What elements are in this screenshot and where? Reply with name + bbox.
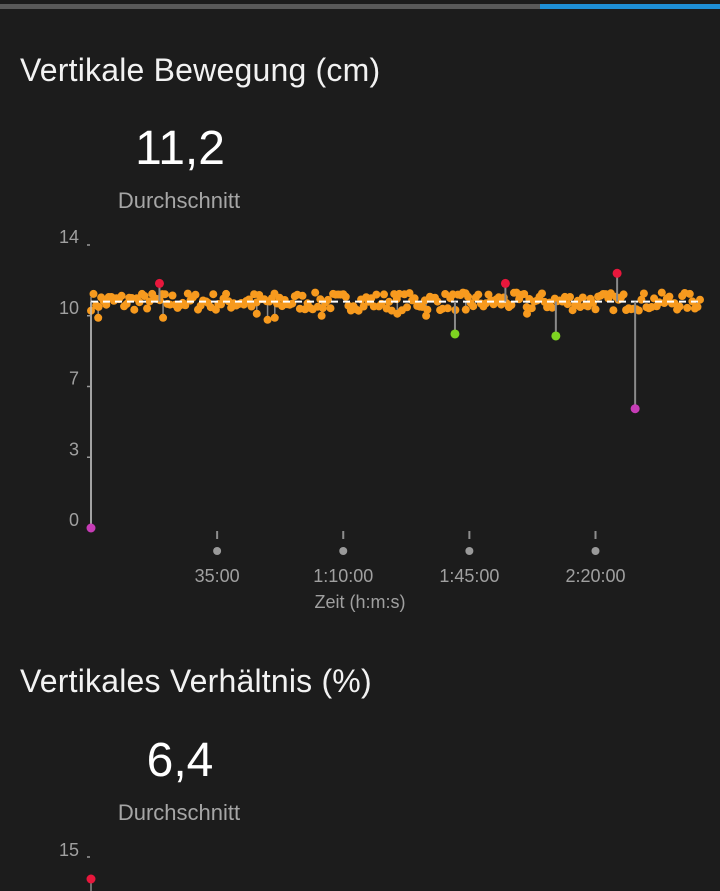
x-tick-label: 1:10:00 xyxy=(313,566,373,586)
data-point xyxy=(657,288,666,297)
data-point xyxy=(191,290,200,299)
data-point xyxy=(317,311,326,320)
data-point xyxy=(263,315,272,324)
data-point xyxy=(693,302,702,311)
data-point xyxy=(634,306,643,315)
data-point xyxy=(102,300,111,309)
data-point xyxy=(385,297,394,306)
data-point xyxy=(298,291,307,300)
data-point xyxy=(685,289,694,298)
section-title-vertical-oscillation: Vertikale Bewegung (cm) xyxy=(20,52,381,88)
x-tick-dot xyxy=(213,547,222,555)
extreme-marker-high xyxy=(86,874,96,884)
data-point xyxy=(168,291,177,300)
data-point xyxy=(326,304,335,313)
progress-active-indicator xyxy=(540,4,720,9)
data-point xyxy=(578,293,587,302)
data-point xyxy=(405,289,414,298)
data-point xyxy=(520,290,529,298)
vertical-oscillation-average-label: Durchschnitt xyxy=(117,188,241,213)
y-tick-label: 10 xyxy=(59,298,79,318)
data-point xyxy=(209,290,218,299)
data-point xyxy=(566,293,574,301)
x-tick-label: 2:20:00 xyxy=(565,566,625,586)
data-point xyxy=(94,302,103,311)
extreme-marker-high xyxy=(612,268,622,278)
data-point xyxy=(443,304,452,313)
y-tick-label: 7 xyxy=(69,369,79,389)
data-point xyxy=(523,309,532,318)
data-point xyxy=(403,303,411,312)
extreme-marker-low-green xyxy=(551,331,561,341)
progress-track xyxy=(0,4,540,9)
data-point xyxy=(639,289,648,298)
data-point xyxy=(130,305,139,314)
data-point xyxy=(591,305,600,314)
data-point xyxy=(609,306,618,315)
data-point xyxy=(380,290,388,299)
y-tick-label: 15 xyxy=(59,840,79,860)
data-point xyxy=(143,304,152,313)
y-tick-label: 3 xyxy=(69,439,79,459)
data-point xyxy=(359,302,368,311)
extreme-marker-high xyxy=(500,278,510,288)
data-point xyxy=(461,305,470,314)
x-tick-label: 35:00 xyxy=(195,566,240,586)
data-point xyxy=(423,305,432,314)
data-point xyxy=(527,304,536,313)
vertical-ratio-average-value: 6,4 xyxy=(146,734,214,787)
extreme-marker-high xyxy=(154,278,164,288)
data-point xyxy=(469,302,478,311)
data-point xyxy=(433,297,442,306)
section-title-vertical-ratio: Vertikales Verhältnis (%) xyxy=(20,663,372,699)
y-tick-label: 14 xyxy=(59,227,79,247)
data-point xyxy=(422,311,431,320)
data-point xyxy=(117,291,126,300)
data-point xyxy=(252,309,261,318)
data-point xyxy=(140,292,149,300)
data-point xyxy=(341,292,350,301)
data-point xyxy=(181,301,190,310)
data-point xyxy=(507,301,516,309)
data-point xyxy=(288,299,297,308)
data-point xyxy=(619,290,628,299)
y-tick-label: 0 xyxy=(69,510,79,530)
vertical-oscillation-average-value: 11,2 xyxy=(135,122,225,175)
x-tick-dot xyxy=(591,547,600,555)
data-point xyxy=(311,288,320,297)
data-point xyxy=(665,292,674,301)
data-point xyxy=(393,309,402,318)
data-point xyxy=(270,313,279,322)
data-point xyxy=(675,302,684,311)
data-point xyxy=(372,290,381,299)
extreme-marker-low-magenta xyxy=(630,404,640,414)
x-tick-dot xyxy=(339,547,348,555)
vertical-ratio-average-label: Durchschnitt xyxy=(117,800,241,825)
tab-progress-bar xyxy=(0,4,720,9)
x-tick-label: 1:45:00 xyxy=(439,566,499,586)
data-point xyxy=(464,292,473,301)
extreme-marker-low-green xyxy=(450,329,460,339)
x-axis-title: Zeit (h:m:s) xyxy=(314,592,405,612)
data-point xyxy=(538,289,546,298)
x-tick-dot xyxy=(465,547,474,555)
data-point xyxy=(683,303,692,312)
data-point xyxy=(202,297,211,306)
data-point xyxy=(89,289,98,298)
data-point xyxy=(222,289,231,298)
data-point xyxy=(160,290,169,299)
extreme-marker-low-magenta xyxy=(86,523,96,533)
data-point xyxy=(94,313,103,322)
data-point xyxy=(548,303,557,312)
vertical-oscillation-chart[interactable]: 14 10 7 3 0 35:00 1:10:00 1:45:00 2:20:00 Zeit (h… xyxy=(0,0,720,620)
data-point xyxy=(159,313,168,322)
vertical-ratio-chart[interactable]: 15 xyxy=(0,830,720,891)
data-point xyxy=(410,294,419,303)
data-point-group xyxy=(87,288,704,324)
data-point xyxy=(474,290,483,299)
